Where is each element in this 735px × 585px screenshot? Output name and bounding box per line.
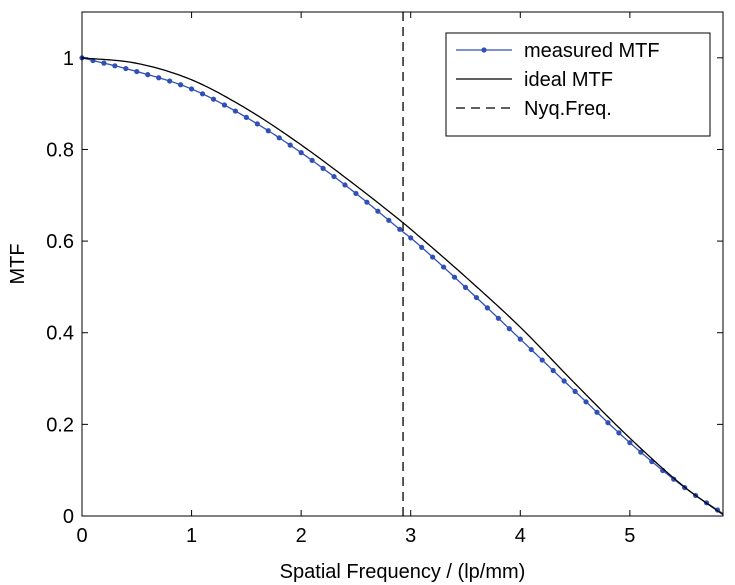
data-point [440,264,447,270]
data-point [572,388,578,394]
data-point [408,235,414,241]
data-point [331,173,337,180]
data-point [134,68,140,75]
legend: measured MTF ideal MTF Nyq.Freq. [445,32,711,137]
data-point [232,108,238,114]
data-point [342,182,348,188]
data-point [638,449,644,455]
legend-entry-ideal: ideal MTF [456,69,613,91]
data-point [605,420,611,426]
data-point [199,91,206,97]
x-tick-label: 5 [624,525,635,547]
y-tick-label: 0.8 [46,139,74,161]
data-point [123,65,129,72]
data-point [276,135,282,141]
x-tick-label: 3 [405,525,416,547]
data-point [156,75,162,81]
data-point [539,357,545,363]
data-point [594,409,600,415]
legend-entry-measured: measured MTF [456,40,660,62]
data-point [671,476,677,482]
x-axis-label: Spatial Frequency / (lp/mm) [280,561,526,583]
data-point [627,440,633,446]
data-point [528,346,534,353]
data-point [561,378,567,384]
y-tick-label: 0.4 [46,323,74,345]
data-point [364,199,370,205]
legend-label-measured: measured MTF [524,40,660,62]
data-point [517,336,523,342]
y-tick-label: 0.6 [46,231,74,253]
x-tick-label: 4 [515,525,526,547]
data-point [397,226,403,232]
data-point [419,244,425,250]
data-point [506,326,512,332]
y-tick-label: 0.2 [46,414,74,436]
y-axis-label: MTF [7,243,29,284]
data-point [495,315,501,321]
data-point [430,254,436,260]
series-layer [79,12,724,516]
measured-mtf-markers [79,55,721,513]
data-point [188,86,195,92]
legend-entry-nyquist: Nyq.Freq. [456,98,612,120]
legend-label-nyquist: Nyq.Freq. [524,98,612,120]
data-point [112,63,118,69]
plot-area-frame [81,11,724,517]
data-point [254,121,260,127]
data-point [265,128,271,134]
data-point [243,114,249,120]
data-point [287,142,293,148]
y-tick-label: 1 [63,48,74,70]
data-point [210,96,217,102]
data-point [484,305,491,311]
legend-marker-measured [481,47,487,53]
data-point [462,284,469,290]
data-point [320,165,326,171]
legend-label-ideal: ideal MTF [524,69,613,91]
x-tick-label: 2 [296,525,307,547]
data-point [375,208,381,214]
data-point [298,150,304,156]
x-tick-label: 0 [76,525,87,547]
data-point [353,190,359,197]
data-point [386,217,392,223]
data-point [473,294,480,301]
data-point [178,82,184,88]
measured-mtf-line [81,57,724,515]
y-tick-label: 0 [63,506,74,528]
data-point [167,78,173,84]
data-point [550,367,556,374]
data-point [616,430,622,436]
data-point [101,60,107,66]
x-tick-label: 1 [186,525,197,547]
data-point [583,399,589,405]
data-point [309,157,315,163]
data-point [145,72,151,78]
data-point [451,274,458,280]
data-point [221,102,228,108]
